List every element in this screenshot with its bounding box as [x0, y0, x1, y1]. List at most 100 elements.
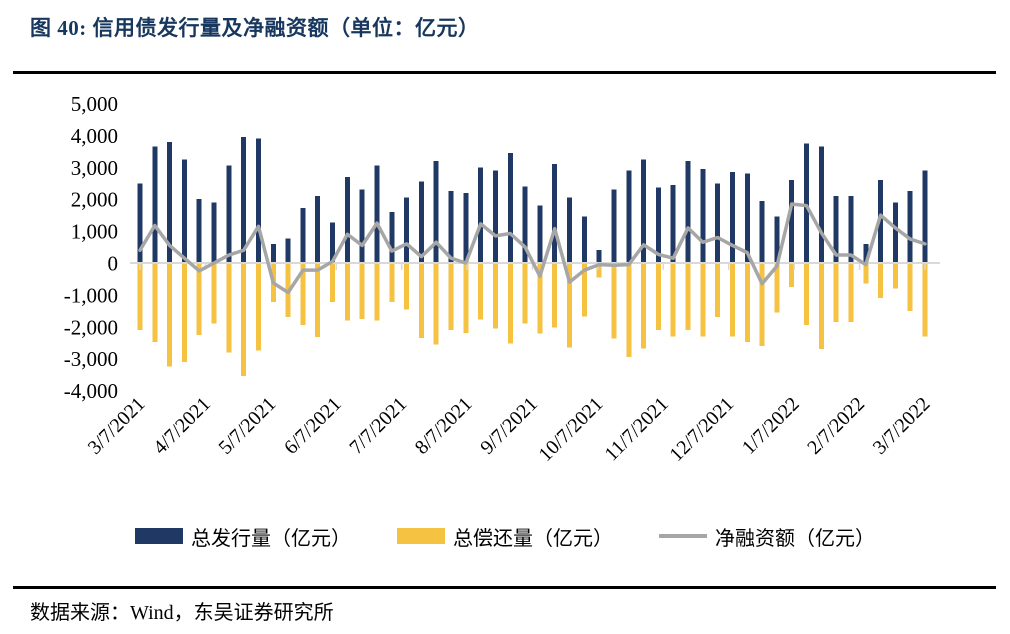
y-axis-labels: 5,000 4,000 3,000 2,000 1,000 0 -1,000 -2,000 -3… [64, 92, 118, 403]
bar [670, 184, 676, 263]
bar [922, 263, 928, 337]
svg-text:2/7/2022: 2/7/2022 [803, 393, 869, 459]
bar [878, 180, 884, 263]
bar [641, 263, 647, 349]
chart-legend: 总发行量（亿元） 总偿还量（亿元） 净融资额（亿元） [0, 521, 1010, 551]
svg-text:-4,000: -4,000 [64, 379, 118, 403]
bar [596, 263, 602, 278]
bar [507, 263, 513, 344]
bar [226, 263, 232, 353]
bar [211, 202, 217, 263]
bar [241, 136, 247, 263]
bar [522, 263, 528, 324]
svg-text:7/7/2021: 7/7/2021 [345, 393, 411, 459]
bar [507, 152, 513, 263]
bar [418, 181, 424, 263]
bar [374, 263, 380, 321]
legend-item-issuance: 总发行量（亿元） [135, 522, 351, 551]
bar [878, 263, 884, 299]
svg-text:-3,000: -3,000 [64, 347, 118, 371]
svg-text:5,000: 5,000 [71, 92, 118, 116]
repayment-bars [137, 263, 928, 377]
bar [315, 263, 321, 338]
svg-text:9/7/2021: 9/7/2021 [476, 393, 542, 459]
bar [641, 159, 647, 263]
bar [789, 263, 795, 287]
bar [330, 222, 336, 263]
svg-text:0: 0 [108, 252, 119, 276]
bar [552, 263, 558, 328]
x-axis-labels: 3/7/2021 4/7/2021 5/7/2021 6/7/2021 7/7/2021… [84, 393, 935, 466]
bar [804, 263, 810, 326]
bar [567, 197, 573, 263]
bar [848, 196, 854, 263]
bar [433, 263, 439, 345]
svg-text:1/7/2022: 1/7/2022 [738, 393, 804, 459]
svg-text:10/7/2021: 10/7/2021 [535, 393, 608, 466]
chart-area: 5,000 4,000 3,000 2,000 1,000 0 -1,000 -2,000 -3… [0, 80, 1010, 520]
bar [685, 263, 691, 330]
bar [892, 263, 898, 289]
bar [167, 141, 173, 263]
bar [907, 191, 913, 263]
bar [863, 243, 869, 263]
title-divider-rule [13, 71, 996, 74]
bar [670, 263, 676, 337]
bar [211, 263, 217, 324]
svg-text:12/7/2021: 12/7/2021 [665, 393, 738, 466]
bar [611, 263, 617, 339]
net-financing-line [138, 202, 927, 295]
bar [492, 170, 498, 263]
bar [300, 207, 306, 263]
bar [374, 165, 380, 263]
bar [833, 263, 839, 323]
bar [522, 186, 528, 263]
bar [655, 187, 661, 263]
bar [833, 196, 839, 263]
figure-title: 图 40: 信用债发行量及净融资额（单位：亿元） [30, 16, 480, 40]
bar [537, 263, 543, 334]
bar [167, 263, 173, 367]
repayment-swatch-icon [397, 528, 445, 544]
bar [715, 183, 721, 263]
bar [492, 263, 498, 329]
bar [404, 197, 410, 263]
bar [789, 180, 795, 263]
bar [537, 205, 543, 263]
bar [448, 191, 454, 263]
legend-label-repayment: 总偿还量（亿元） [453, 527, 613, 550]
bar [463, 263, 469, 334]
svg-text:4,000: 4,000 [71, 124, 118, 148]
bar [744, 263, 750, 342]
issuance-swatch-icon [135, 528, 183, 544]
bar [315, 196, 321, 263]
bar [181, 263, 187, 362]
bar [567, 263, 573, 348]
bar [729, 263, 735, 337]
data-source-text: 数据来源：Wind，东吴证券研究所 [30, 602, 334, 624]
bar [270, 243, 276, 263]
bar [581, 263, 587, 317]
bar [418, 263, 424, 338]
bar [818, 263, 824, 350]
svg-text:3/7/2022: 3/7/2022 [869, 393, 935, 459]
bar [478, 263, 484, 320]
svg-text:8/7/2021: 8/7/2021 [411, 393, 477, 459]
bar [655, 263, 661, 330]
bar [285, 238, 291, 263]
bar [241, 263, 247, 377]
legend-label-net: 净融资额（亿元） [715, 527, 875, 550]
bar [344, 176, 350, 263]
svg-text:6/7/2021: 6/7/2021 [280, 393, 346, 459]
svg-text:11/7/2021: 11/7/2021 [600, 393, 672, 465]
bar [611, 189, 617, 263]
bar [330, 263, 336, 303]
bar [152, 146, 158, 263]
bar [152, 263, 158, 342]
bar [626, 263, 632, 358]
bar [463, 192, 469, 263]
bar [137, 183, 143, 263]
bar [181, 159, 187, 263]
bar [715, 263, 721, 318]
bar [359, 263, 365, 319]
